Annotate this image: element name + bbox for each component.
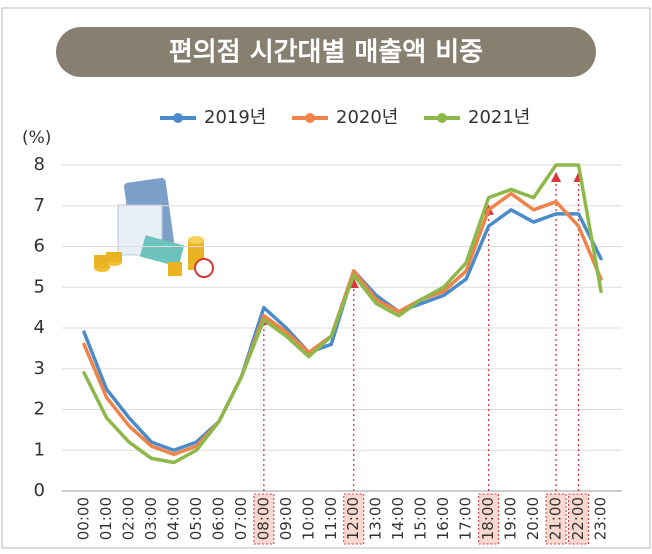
x-tick-label: 19:00 [502,497,520,540]
x-tick-label: 23:00 [592,497,610,540]
y-tick-label: 8 [34,154,45,175]
x-tick-label: 16:00 [434,497,452,540]
y-unit-label: (%) [22,128,51,148]
chart-title: 편의점 시간대별 매출액 비중 [169,38,483,68]
y-tick-label: 3 [34,358,45,379]
x-tick-label: 11:00 [322,497,340,540]
x-tick-label: 00:00 [75,497,93,540]
legend-label: 2021년 [468,107,530,128]
chart: 편의점 시간대별 매출액 비중 (%) 01234567800:0001:000… [0,0,652,550]
legend-marker [173,113,183,123]
y-tick-label: 0 [34,480,45,501]
x-tick-label: 03:00 [142,497,160,540]
legend-marker [305,113,315,123]
legend-label: 2020년 [336,107,398,128]
y-tick-label: 5 [34,276,45,297]
y-tick-label: 7 [34,195,45,216]
x-tick-label: 13:00 [367,497,385,540]
x-tick-label: 18:00 [479,497,497,540]
legend-marker [437,113,447,123]
x-tick-label: 22:00 [569,497,587,540]
x-tick-label: 06:00 [209,497,227,540]
x-tick-label: 15:00 [412,497,430,540]
legend-label: 2019년 [204,107,266,128]
y-tick-label: 2 [34,399,45,420]
x-tick-label: 02:00 [119,497,137,540]
x-tick-label: 05:00 [187,497,205,540]
x-tick-label: 04:00 [164,497,182,540]
y-tick-label: 1 [34,439,45,460]
x-tick-label: 07:00 [232,497,250,540]
x-tick-label: 01:00 [97,497,115,540]
x-tick-label: 10:00 [299,497,317,540]
x-tick-label: 08:00 [254,497,272,540]
y-tick-label: 6 [34,236,45,257]
x-tick-label: 12:00 [344,497,362,540]
y-tick-label: 4 [34,317,45,338]
x-tick-label: 20:00 [524,497,542,540]
frame [2,8,650,548]
x-tick-label: 14:00 [389,497,407,540]
x-tick-label: 09:00 [277,497,295,540]
x-tick-label: 17:00 [457,497,475,540]
x-tick-label: 21:00 [547,497,565,540]
